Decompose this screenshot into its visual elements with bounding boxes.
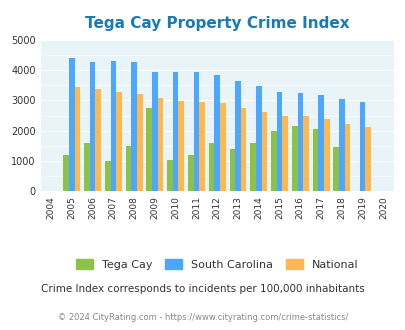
- Bar: [333, 148, 338, 191]
- Bar: [250, 143, 255, 191]
- Bar: [193, 72, 199, 191]
- Bar: [255, 86, 261, 191]
- Bar: [297, 93, 303, 191]
- Bar: [359, 102, 364, 191]
- Bar: [131, 62, 136, 191]
- Text: © 2024 CityRating.com - https://www.cityrating.com/crime-statistics/: © 2024 CityRating.com - https://www.city…: [58, 313, 347, 322]
- Bar: [173, 72, 178, 191]
- Bar: [75, 87, 80, 191]
- Text: Crime Index corresponds to incidents per 100,000 inhabitants: Crime Index corresponds to incidents per…: [41, 284, 364, 294]
- Bar: [261, 112, 266, 191]
- Bar: [152, 72, 157, 191]
- Bar: [178, 101, 183, 191]
- Bar: [338, 99, 344, 191]
- Bar: [303, 116, 308, 191]
- Bar: [323, 119, 329, 191]
- Bar: [318, 95, 323, 191]
- Bar: [63, 155, 69, 191]
- Bar: [69, 58, 75, 191]
- Bar: [281, 116, 287, 191]
- Bar: [199, 102, 205, 191]
- Bar: [146, 108, 152, 191]
- Bar: [344, 124, 350, 191]
- Bar: [116, 92, 121, 191]
- Bar: [271, 131, 276, 191]
- Bar: [126, 146, 131, 191]
- Bar: [208, 143, 214, 191]
- Bar: [220, 103, 225, 191]
- Bar: [110, 61, 116, 191]
- Bar: [157, 98, 163, 191]
- Bar: [188, 155, 193, 191]
- Bar: [240, 108, 246, 191]
- Legend: Tega Cay, South Carolina, National: Tega Cay, South Carolina, National: [71, 255, 362, 274]
- Bar: [234, 81, 240, 191]
- Bar: [276, 92, 281, 191]
- Bar: [104, 161, 110, 191]
- Bar: [167, 159, 173, 191]
- Bar: [364, 127, 370, 191]
- Bar: [90, 62, 95, 191]
- Bar: [312, 129, 318, 191]
- Title: Tega Cay Property Crime Index: Tega Cay Property Crime Index: [85, 16, 349, 31]
- Bar: [214, 75, 220, 191]
- Bar: [291, 126, 297, 191]
- Bar: [95, 89, 101, 191]
- Bar: [84, 143, 90, 191]
- Bar: [136, 94, 142, 191]
- Bar: [229, 149, 234, 191]
